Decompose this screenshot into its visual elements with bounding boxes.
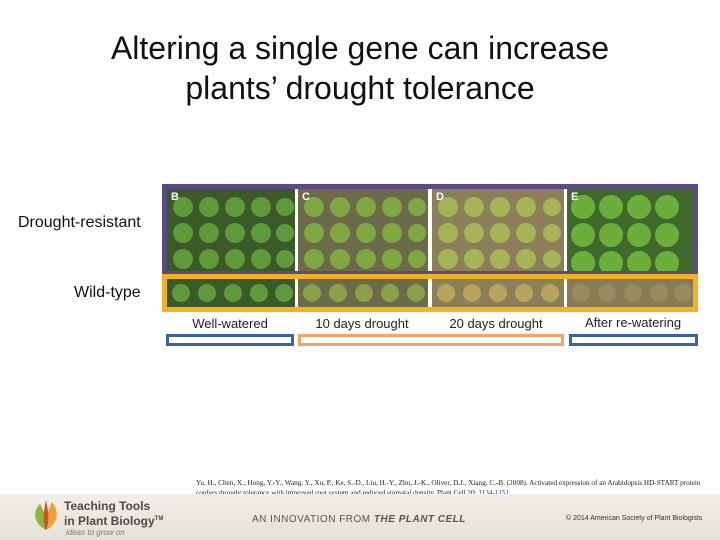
logo-line-1: Teaching Tools — [64, 499, 151, 513]
footer-bar — [0, 494, 720, 540]
timeline-bar-well-watered — [166, 334, 294, 346]
panel-letter-c: C — [302, 191, 310, 203]
citation-link[interactable]: 1134-1151 — [478, 489, 509, 497]
drought-resistant-label: Drought-resistant — [18, 214, 141, 231]
photo-drought-resistant-well-watered: B — [167, 189, 295, 271]
condition-label-20-days: 20 days drought — [449, 316, 543, 331]
photo-wild-type-20-days — [432, 279, 564, 307]
slide-title: Altering a single gene can increase plan… — [0, 28, 720, 108]
leaf-logo-icon — [35, 500, 57, 530]
panel-letter-e: E — [571, 191, 579, 203]
condition-label-rewatered: After re-watering — [584, 315, 682, 330]
innovation-brand: THE PLANT CELL — [373, 514, 466, 525]
timeline-bar-drought — [298, 334, 564, 346]
title-line-2: plants’ drought tolerance — [185, 70, 535, 106]
logo-trademark: TM — [154, 516, 164, 522]
panel-letter-d: D — [436, 191, 444, 203]
drought-resistant-row-border — [162, 184, 698, 276]
panel-letter-b: B — [171, 191, 179, 203]
photo-drought-resistant-10-days: C — [298, 189, 428, 271]
citation-suffix: . — [509, 489, 511, 497]
condition-label-10-days: 10 days drought — [315, 316, 409, 331]
photo-wild-type-well-watered — [167, 279, 295, 307]
photo-wild-type-rewatered — [567, 279, 693, 307]
condition-label-well-watered: Well-watered — [192, 316, 268, 331]
title-line-1: Altering a single gene can increase — [110, 30, 610, 66]
copyright-text: © 2014 American Society of Plant Biologi… — [566, 515, 703, 522]
citation: Yu, H., Chen, X., Hong, Y.-Y., Wang, Y.,… — [196, 478, 706, 498]
logo-wordmark: Teaching Tools in Plant BiologyTM — [64, 500, 163, 528]
wild-type-label: Wild-type — [74, 284, 141, 301]
photo-drought-resistant-rewatered: E — [567, 189, 693, 271]
timeline-bar-rewatered — [569, 334, 698, 346]
innovation-text: AN INNOVATION FROM THE PLANT CELL — [252, 514, 466, 525]
logo-line-2: in Plant Biology — [64, 514, 155, 528]
photo-wild-type-10-days — [298, 279, 428, 307]
innovation-prefix: AN INNOVATION FROM — [252, 514, 371, 525]
logo-tagline: ideas to grow on — [66, 528, 125, 537]
citation-text: Yu, H., Chen, X., Hong, Y.-Y., Wang, Y.,… — [196, 479, 701, 497]
photo-drought-resistant-20-days: D — [432, 189, 564, 271]
wild-type-row-border — [162, 274, 698, 312]
